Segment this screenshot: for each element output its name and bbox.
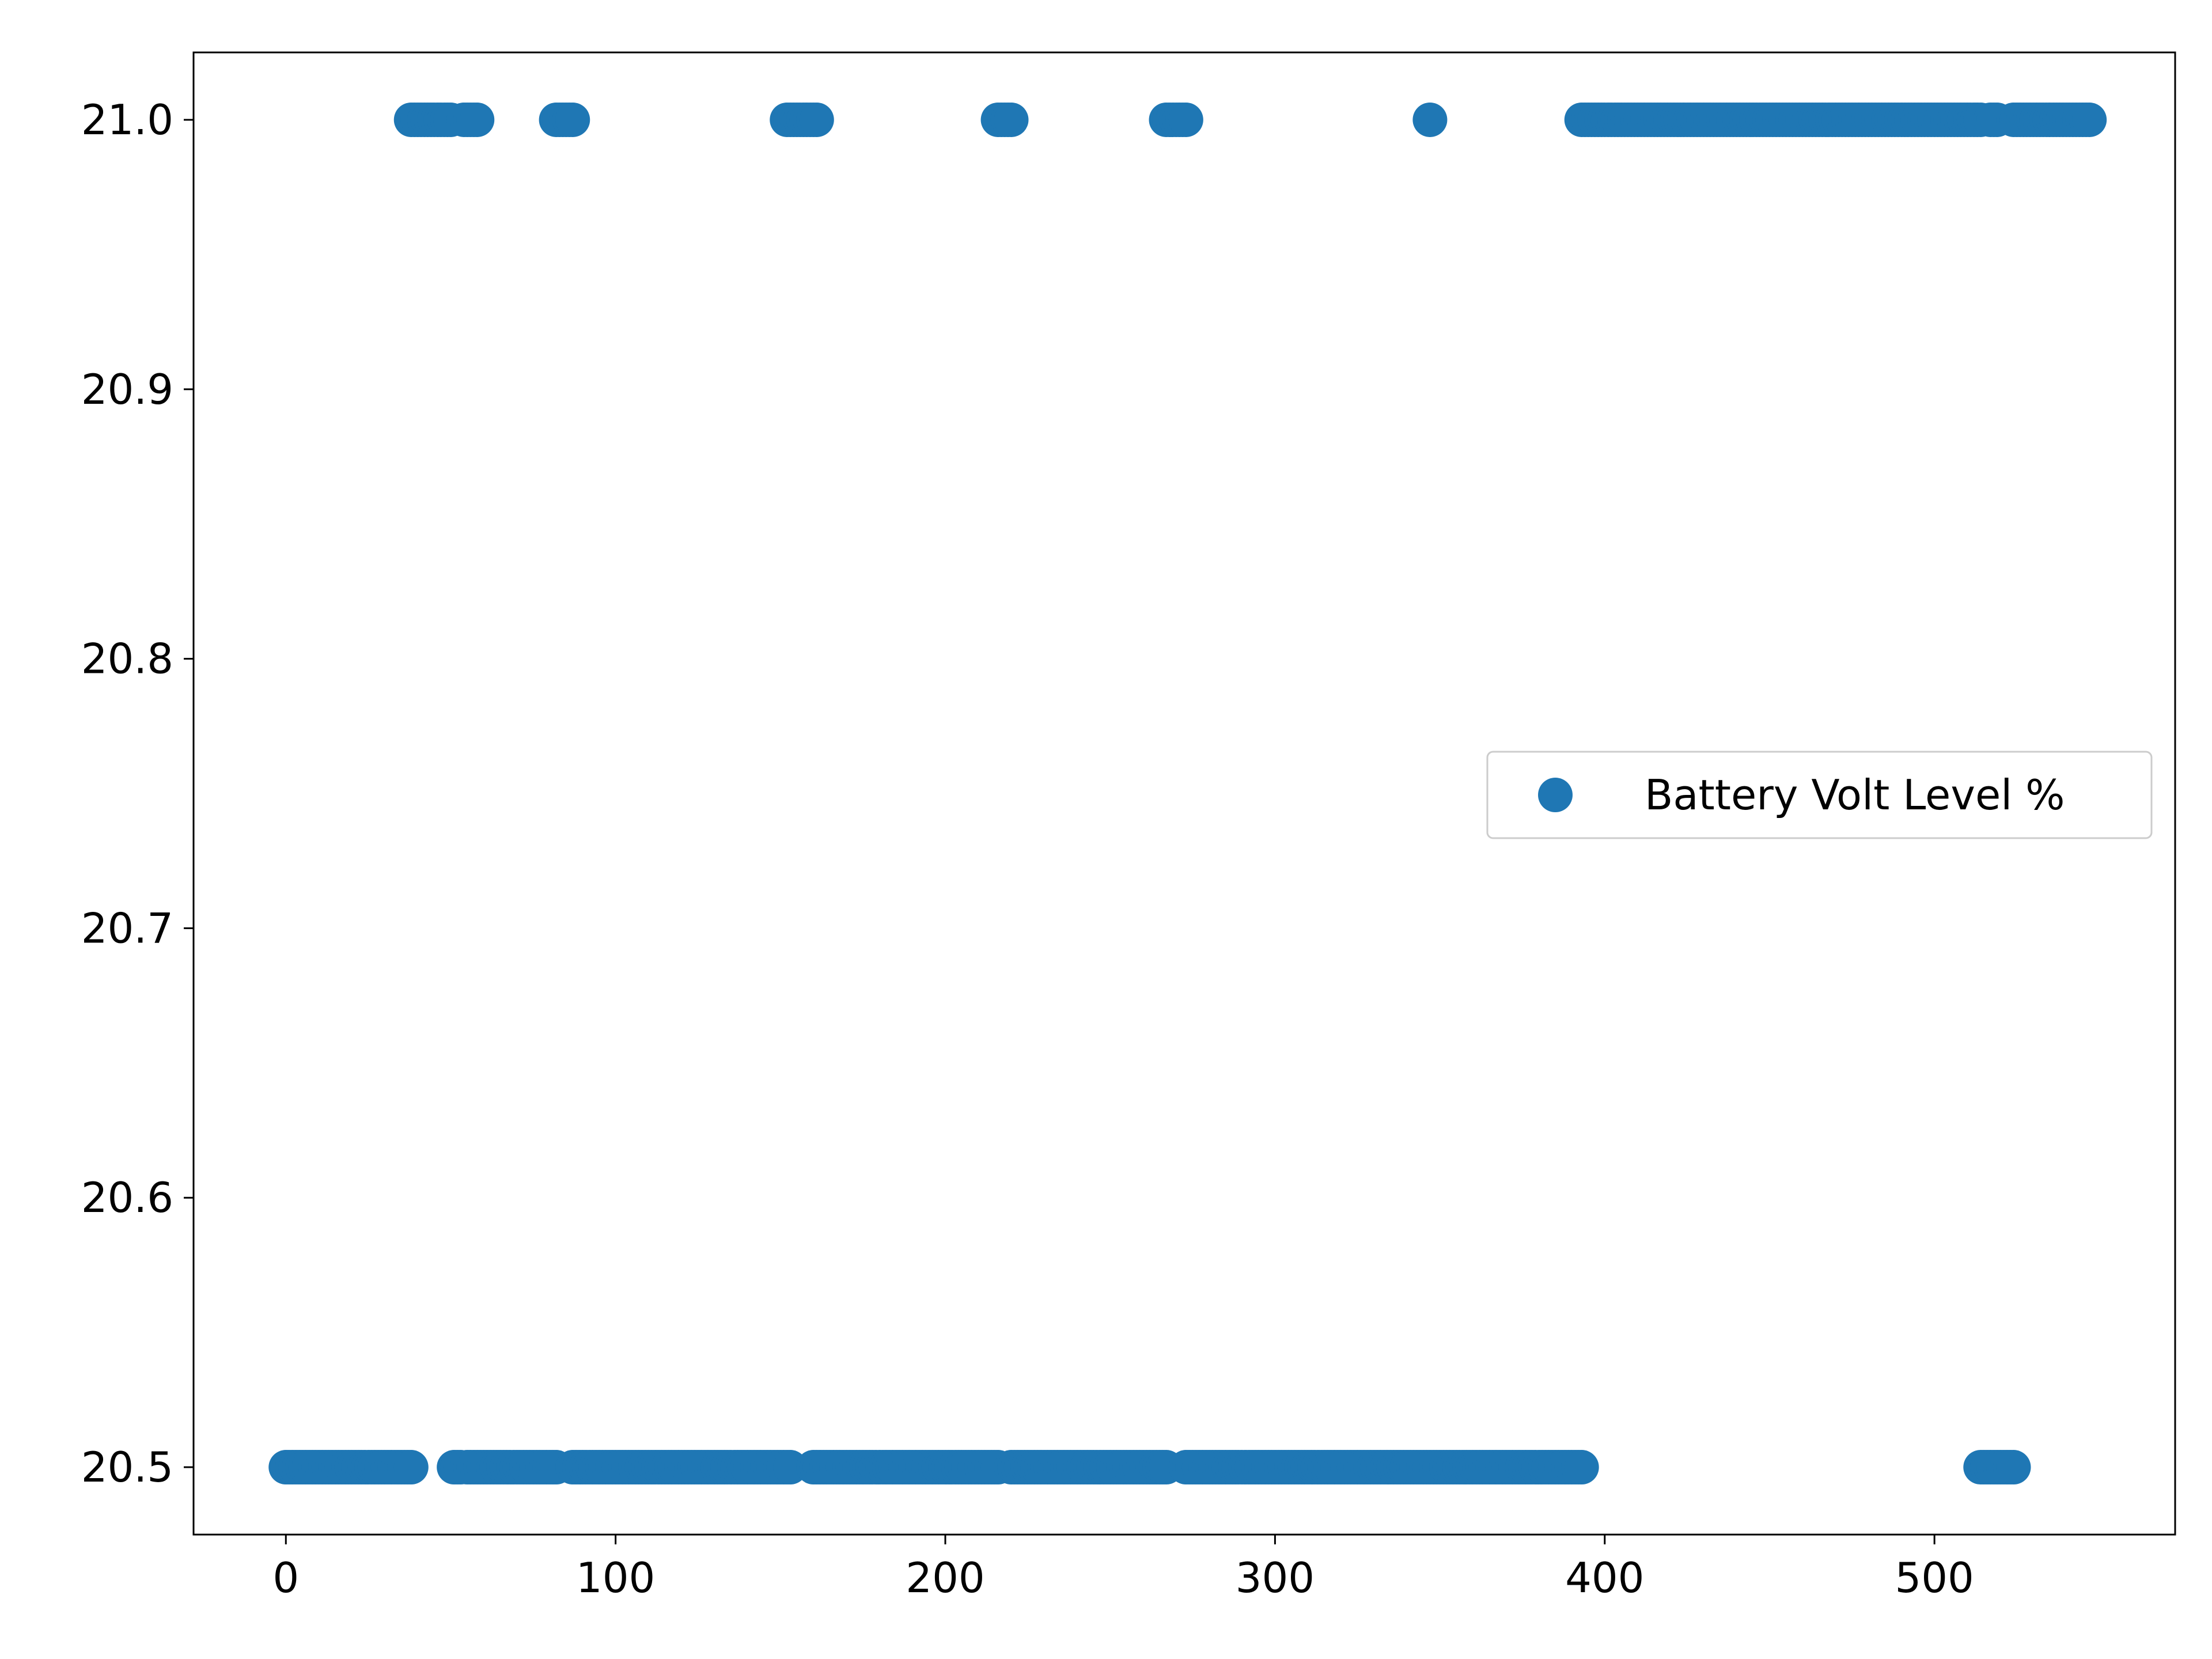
y-tick-label: 20.9	[81, 365, 173, 414]
legend: Battery Volt Level %	[1486, 751, 2153, 839]
x-tick-label: 500	[1895, 1554, 1974, 1602]
y-tick-label: 20.5	[81, 1443, 173, 1491]
data-point	[994, 102, 1029, 137]
x-tick-label: 100	[576, 1554, 655, 1602]
x-tick-label: 200	[906, 1554, 984, 1602]
y-tick-label: 20.6	[81, 1173, 173, 1222]
data-point	[1168, 102, 1203, 137]
legend-box	[1486, 751, 2153, 839]
legend-marker	[1538, 778, 1573, 812]
x-axis-ticks: 0 100 200 300 400 500	[272, 1535, 1974, 1602]
y-tick-label: 20.8	[81, 635, 173, 683]
data-points	[268, 102, 2107, 1485]
data-point	[555, 102, 590, 137]
data-point	[799, 102, 834, 137]
data-point	[1412, 102, 1448, 137]
legend-label: Battery Volt Level %	[1645, 771, 2065, 819]
data-point	[1564, 1450, 1599, 1485]
data-point	[460, 102, 495, 137]
y-axis-ticks: 20.5 20.6 20.7 20.8 20.9 21.0	[81, 96, 194, 1491]
data-point	[2072, 102, 2107, 137]
y-tick-label: 21.0	[81, 96, 173, 144]
x-tick-label: 400	[1565, 1554, 1644, 1602]
data-point	[1996, 1450, 2031, 1485]
axes-frame	[192, 51, 2176, 1536]
x-tick-label: 300	[1236, 1554, 1315, 1602]
x-tick-label: 0	[272, 1554, 299, 1602]
data-point	[393, 1450, 429, 1485]
y-tick-label: 20.7	[81, 904, 173, 952]
